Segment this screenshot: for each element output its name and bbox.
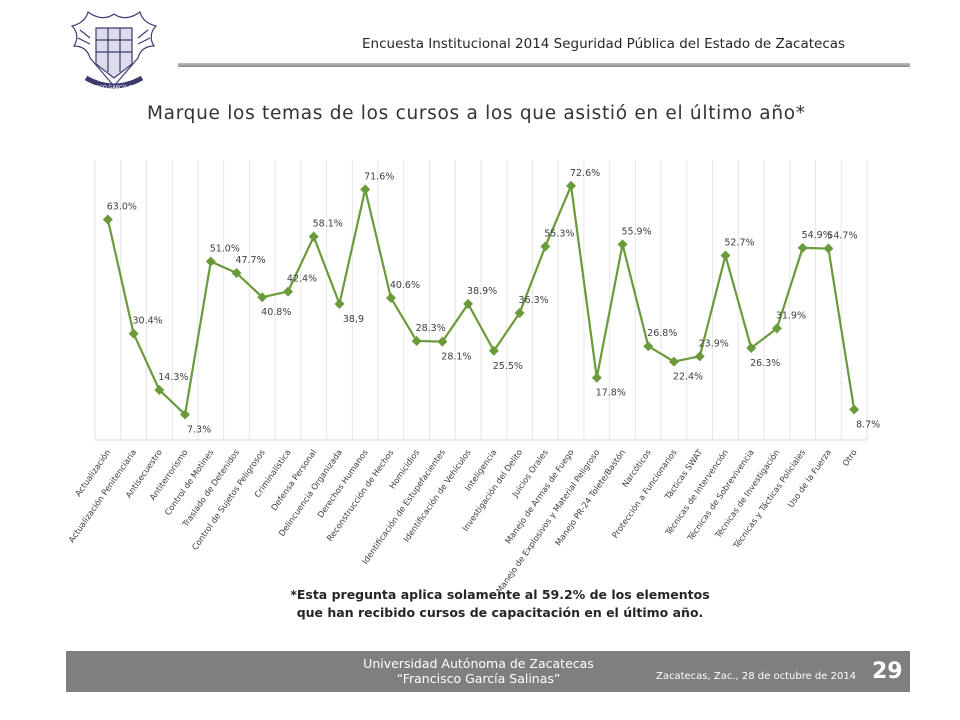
data-point [231,268,242,279]
footer-date: Zacatecas, Zac., 28 de octubre de 2014 [656,671,857,682]
data-label: 7.3% [187,424,211,435]
data-label: 71.6% [364,171,394,182]
data-label: 30.4% [133,316,163,327]
category-tick-label: Otro [840,447,859,468]
category-tick-label: Defensa Personal [269,447,319,512]
data-label: 8.7% [856,420,880,431]
data-point [128,328,139,339]
data-label: 17.8% [596,388,626,399]
data-point [437,336,448,347]
footer-university: Universidad Autónoma de Zacatecas “Franc… [356,656,601,686]
data-label: 42.4% [287,274,317,285]
data-label: 23.9% [699,338,729,349]
data-label: 14.3% [158,372,188,383]
data-point [411,335,422,346]
data-label: 28.3% [416,323,446,334]
data-point [205,256,216,267]
data-label: 26.8% [647,328,677,339]
header-title: Encuesta Institucional 2014 Seguridad Pú… [362,36,846,52]
data-label: 28.1% [441,352,471,363]
data-point [540,241,551,252]
data-label: 25.5% [493,361,523,372]
data-point [771,323,782,334]
data-label: 72.6% [570,168,600,179]
data-point [154,384,165,395]
data-point [463,298,474,309]
data-label: 55.9% [621,226,651,237]
data-label: 38,9 [343,314,364,325]
data-point [669,356,679,367]
data-label: 38.9% [467,286,497,297]
data-label: 22.4% [673,372,703,383]
data-label: 63.0% [107,202,137,213]
data-point [823,243,834,254]
data-label: 40.6% [390,280,420,291]
footnote: *Esta pregunta aplica solamente al 59.2%… [250,586,750,622]
header-rule [178,63,910,67]
footnote-line-1: *Esta pregunta aplica solamente al 59.2%… [290,587,710,602]
data-point [283,286,293,297]
data-label: 55.3% [544,228,574,239]
logo-banner-text: FRANCISCO GARCÍA SALINAS [78,84,150,91]
data-point [643,341,654,352]
data-point [514,307,525,318]
footer-university-motto: “Francisco García Salinas” [396,671,561,686]
data-point [102,214,113,225]
series-line [106,184,856,416]
footnote-line-2: que han recibido cursos de capacitación … [296,605,704,620]
data-point [334,298,345,309]
data-label: 58.1% [313,219,343,230]
data-point [385,292,396,303]
footer-bar: Universidad Autónoma de Zacatecas “Franc… [66,651,910,692]
data-point [180,409,191,420]
data-label: 47.7% [235,255,265,266]
data-point [308,231,319,242]
data-point [849,404,860,415]
data-label: 52.7% [724,238,754,249]
footer-university-name: Universidad Autónoma de Zacatecas [363,656,594,671]
data-point [617,239,628,250]
data-label: 40.8% [261,307,291,318]
data-label: 31.9% [776,310,806,321]
data-point [746,342,757,353]
data-point [488,345,499,356]
data-point [591,372,602,383]
university-seal-logo: FRANCISCO GARCÍA SALINAS [70,10,158,91]
data-point [694,351,705,362]
data-label: 26.3% [750,358,780,369]
data-point [257,292,268,303]
data-label: 54.7% [827,231,857,242]
data-point [797,242,808,253]
page-title: Marque los temas de los cursos a los que… [147,103,806,124]
data-label: 36.3% [519,295,549,306]
data-point [566,180,577,191]
data-point [720,250,731,261]
page-number: 29 [872,659,903,684]
data-label: 54.9% [802,230,832,241]
data-point [360,184,371,195]
data-label: 51.0% [210,244,240,255]
